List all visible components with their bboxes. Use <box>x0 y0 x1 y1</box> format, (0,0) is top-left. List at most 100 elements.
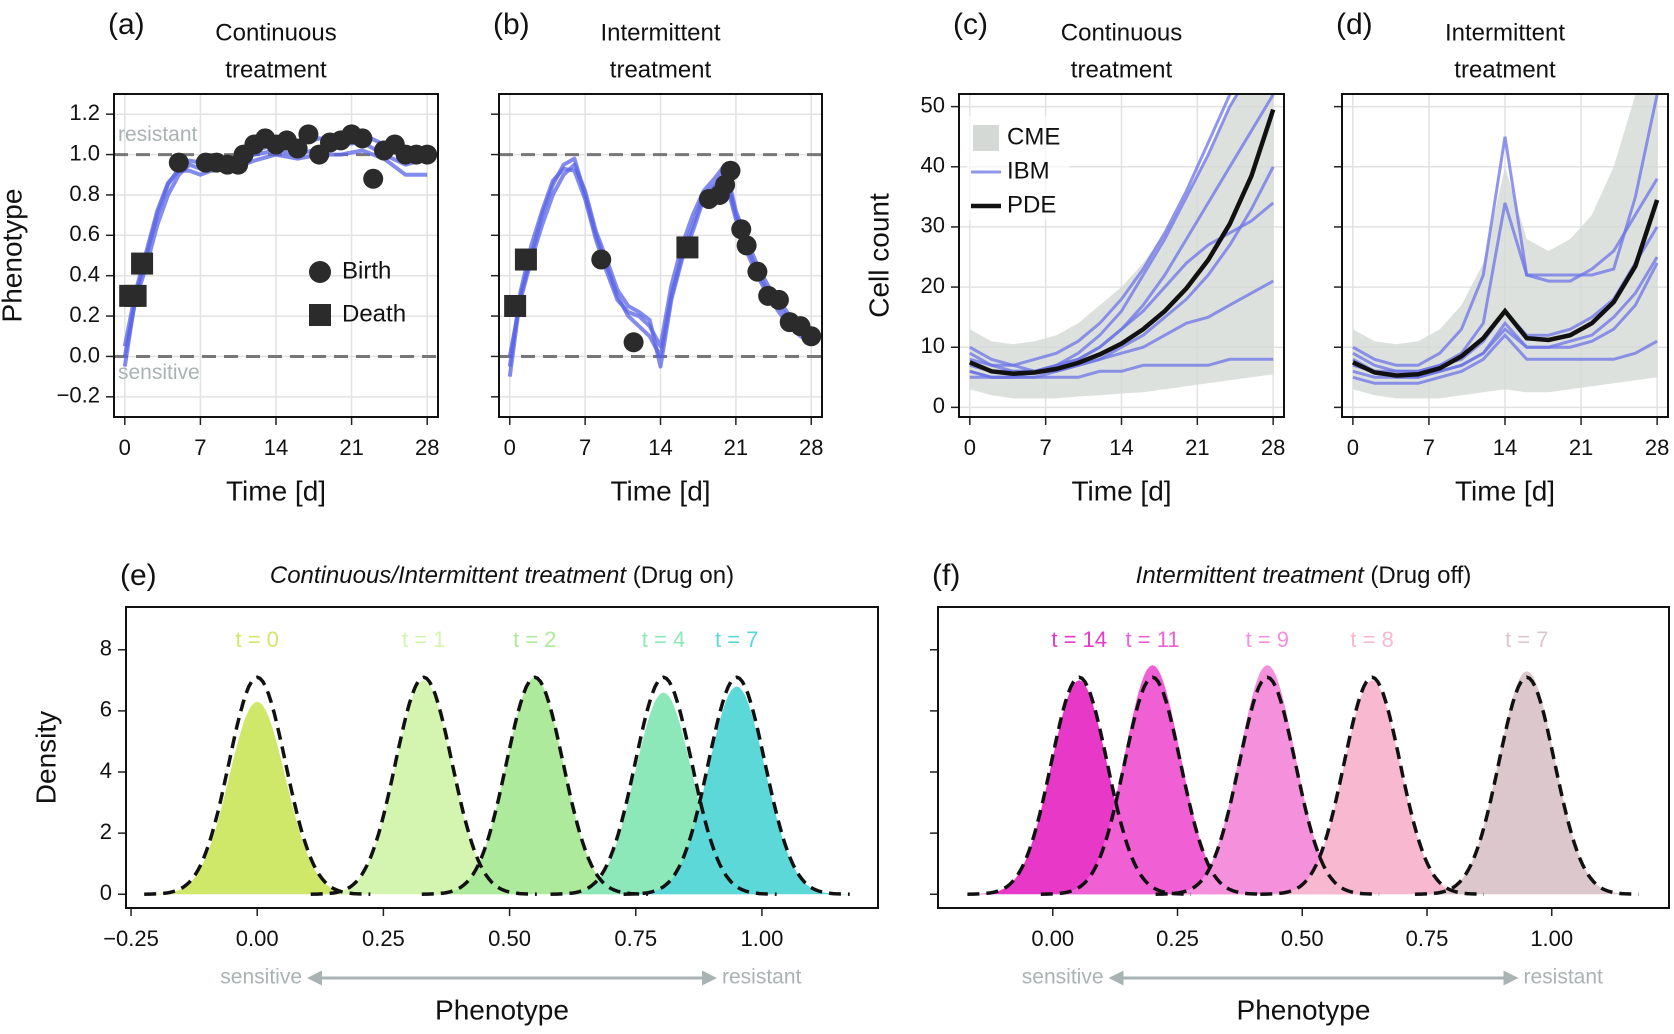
y-axis-label: Density <box>30 711 61 804</box>
x-axis-label: Time [d] <box>1455 475 1555 506</box>
y-tick-label: 0.0 <box>69 342 100 367</box>
plot-frame <box>113 93 439 418</box>
x-tick-label: 7 <box>1423 435 1435 460</box>
x-tick-label: 28 <box>799 435 823 460</box>
ibm-line <box>969 279 1274 379</box>
density-fit <box>144 675 371 896</box>
time-label: t = 7 <box>1505 627 1548 652</box>
density-fill <box>550 692 777 895</box>
density-fit <box>550 675 777 896</box>
panel-label: (f) <box>932 559 960 592</box>
birth-marker <box>417 144 438 165</box>
panel-label: (c) <box>953 8 988 41</box>
panel-title: Continuous <box>215 19 336 46</box>
plot-area: t = 14 t = 11 t = 9 t = 8 t = 7 <box>967 627 1639 896</box>
x-tick-label: −0.25 <box>103 926 159 951</box>
birth-marker <box>736 235 757 256</box>
panel-title: Continuous/Intermittent treatment (Drug … <box>270 562 734 589</box>
legend-label: IBM <box>1007 157 1050 184</box>
birth-marker <box>623 332 644 353</box>
panel-title: Intermittent <box>600 19 720 46</box>
panel-title: Continuous <box>1061 19 1182 46</box>
plot-frame <box>1341 93 1669 418</box>
x-tick-label: 0 <box>504 435 516 460</box>
legend-label: PDE <box>1007 191 1056 218</box>
death-marker <box>514 248 537 271</box>
x-tick-label: 0.00 <box>1031 926 1074 951</box>
pde-line <box>1351 199 1660 378</box>
birth-marker <box>363 168 384 189</box>
panel-title: Intermittent <box>1445 19 1565 46</box>
y-tick-label: 40 <box>921 153 945 178</box>
x-tick-label: 28 <box>1645 435 1669 460</box>
death-marker <box>131 252 154 275</box>
x-tick-label: 21 <box>1569 435 1593 460</box>
legend-label: CME <box>1007 123 1060 150</box>
y-tick-label: 0.8 <box>69 181 100 206</box>
y-tick-label: 2 <box>100 819 112 844</box>
legend-label: Death <box>342 300 406 327</box>
legend-label: Birth <box>342 257 391 284</box>
y-tick-label: 10 <box>921 333 945 358</box>
plot-frame <box>498 93 823 418</box>
arrow-label: sensitive <box>220 966 302 989</box>
death-marker <box>504 294 527 317</box>
birth-marker <box>352 128 373 149</box>
plot-area: t = 0 t = 1 t = 2 t = 4 t = 7 <box>144 627 850 896</box>
time-label: t = 8 <box>1350 627 1393 652</box>
density-fit <box>1040 675 1265 896</box>
birth-marker <box>768 289 789 310</box>
plot-area: sensitive resistant <box>114 123 438 384</box>
y-tick-label: 0 <box>100 880 112 905</box>
x-tick-label: 1.00 <box>741 926 784 951</box>
time-label: t = 7 <box>715 627 758 652</box>
y-tick-label: 0 <box>933 393 945 418</box>
plot-area <box>499 153 822 377</box>
reference-label: sensitive <box>118 361 200 384</box>
death-marker <box>676 236 699 259</box>
density-fill <box>967 680 1191 895</box>
x-tick-label: 0.25 <box>362 926 405 951</box>
density-fit <box>421 675 648 896</box>
reference-label: resistant <box>118 123 198 146</box>
panel-label: (b) <box>493 8 530 41</box>
y-tick-label: 20 <box>921 273 945 298</box>
birth-marker <box>720 160 741 181</box>
density-fit <box>1260 675 1484 896</box>
x-axis-label: Phenotype <box>435 994 569 1025</box>
x-tick-label: 14 <box>1109 435 1133 460</box>
arrow-label: sensitive <box>1022 966 1104 989</box>
plot-frame <box>125 606 879 909</box>
y-tick-label: 0.4 <box>69 262 100 287</box>
x-tick-label: 21 <box>339 435 363 460</box>
x-tick-label: 14 <box>264 435 288 460</box>
trajectory <box>507 162 813 369</box>
y-tick-label: −0.2 <box>57 383 100 408</box>
x-tick-label: 14 <box>648 435 672 460</box>
panel-label: (d) <box>1336 8 1373 41</box>
time-label: t = 4 <box>642 627 685 652</box>
birth-marker <box>591 249 612 270</box>
density-fill <box>421 677 648 895</box>
x-tick-label: 0.75 <box>614 926 657 951</box>
x-tick-label: 7 <box>194 435 206 460</box>
ibm-line <box>969 94 1232 367</box>
density-fit <box>1414 675 1639 896</box>
ibm-line <box>1352 94 1659 367</box>
x-tick-label: 21 <box>1185 435 1209 460</box>
title-plain: (Drug on) <box>633 562 734 589</box>
x-tick-label: 0.50 <box>488 926 531 951</box>
x-tick-label: 0.50 <box>1281 926 1324 951</box>
panel-title: treatment <box>225 56 327 83</box>
x-axis-label: Time [d] <box>226 475 326 506</box>
panel-label: (a) <box>108 8 145 41</box>
x-tick-label: 0 <box>964 435 976 460</box>
y-tick-label: 50 <box>921 92 945 117</box>
title-italic: Intermittent treatment <box>1136 562 1365 589</box>
density-fill <box>144 701 371 895</box>
plot-area <box>1351 94 1660 399</box>
density-fill <box>1415 671 1639 895</box>
birth-marker <box>731 219 752 240</box>
ibm-line <box>1352 332 1658 385</box>
